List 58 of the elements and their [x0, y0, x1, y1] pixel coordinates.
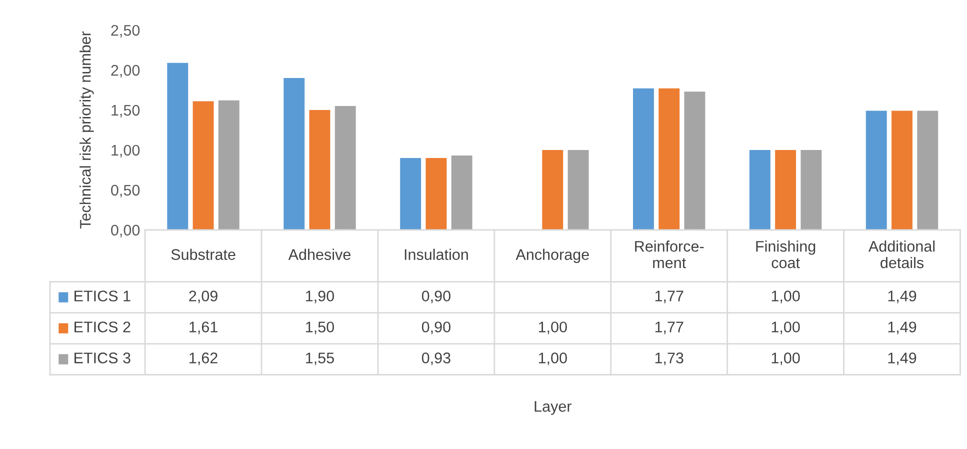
- x-tick-label: Additional details: [868, 240, 935, 268]
- bar: [284, 78, 305, 230]
- bar: [568, 150, 589, 230]
- y-tick-label: 1,50: [112, 104, 140, 118]
- bar: [218, 100, 240, 230]
- x-tick-label: Finishing coat: [756, 240, 816, 268]
- bar: [542, 150, 564, 230]
- y-tick-label: 0,50: [111, 184, 140, 198]
- bar: [632, 88, 654, 230]
- bar: [658, 88, 680, 230]
- bar: [309, 110, 330, 230]
- data-label: 0,90: [422, 322, 450, 334]
- y-tick-label: 0,00: [111, 224, 140, 238]
- data-label: 0,93: [422, 352, 450, 366]
- data-label: 0,90: [422, 290, 450, 304]
- data-label: 1,77: [655, 322, 684, 334]
- data-label: 1,00: [538, 322, 567, 334]
- bar: [800, 150, 822, 230]
- x-tick-label: Adhesive: [288, 248, 350, 260]
- legend-label: ETICS 2: [74, 322, 130, 332]
- x-tick-label: Reinforce- ment: [635, 240, 704, 268]
- data-label: 1,00: [538, 352, 567, 366]
- bar: [684, 92, 706, 230]
- bar: [192, 101, 214, 230]
- text: Layer: [534, 401, 572, 415]
- y-tick-label: 2,50: [111, 24, 140, 38]
- data-label: 1,00: [772, 322, 800, 334]
- data-label: 1,61: [190, 322, 218, 334]
- bar: [892, 110, 912, 230]
- x-tick-label: Substrate: [171, 248, 236, 260]
- data-label: 1,49: [888, 322, 916, 334]
- y-axis-title: Technical risk priority number: [80, 31, 94, 229]
- data-label: 1,73: [655, 352, 684, 366]
- bar: [775, 150, 796, 230]
- data-label: 1,77: [655, 290, 684, 304]
- data-label: 2,09: [189, 290, 218, 304]
- bar: [451, 156, 472, 230]
- data-label: 1,49: [888, 290, 916, 304]
- bar: [866, 110, 887, 230]
- bar: [167, 62, 188, 230]
- bar: [334, 106, 356, 230]
- data-label: 1,00: [772, 352, 800, 366]
- data-label: 1,55: [306, 352, 334, 366]
- bar: [426, 158, 447, 230]
- data-label: 1,49: [888, 352, 916, 366]
- y-tick-label: 2,00: [111, 64, 140, 78]
- data-label: 1,62: [190, 352, 218, 366]
- bar: [917, 110, 938, 230]
- legend-label: ETICS 3: [74, 352, 130, 364]
- bar: [400, 158, 422, 230]
- data-label: 1,90: [306, 290, 334, 304]
- data-label: 1,00: [772, 290, 800, 304]
- x-tick-label: Anchorage: [516, 248, 589, 263]
- data-label: 1,50: [306, 322, 334, 334]
- bar: [749, 150, 770, 230]
- y-tick-label: 1,00: [112, 144, 140, 158]
- x-tick-label: Insulation: [404, 248, 468, 260]
- legend-label: ETICS 1: [74, 290, 130, 302]
